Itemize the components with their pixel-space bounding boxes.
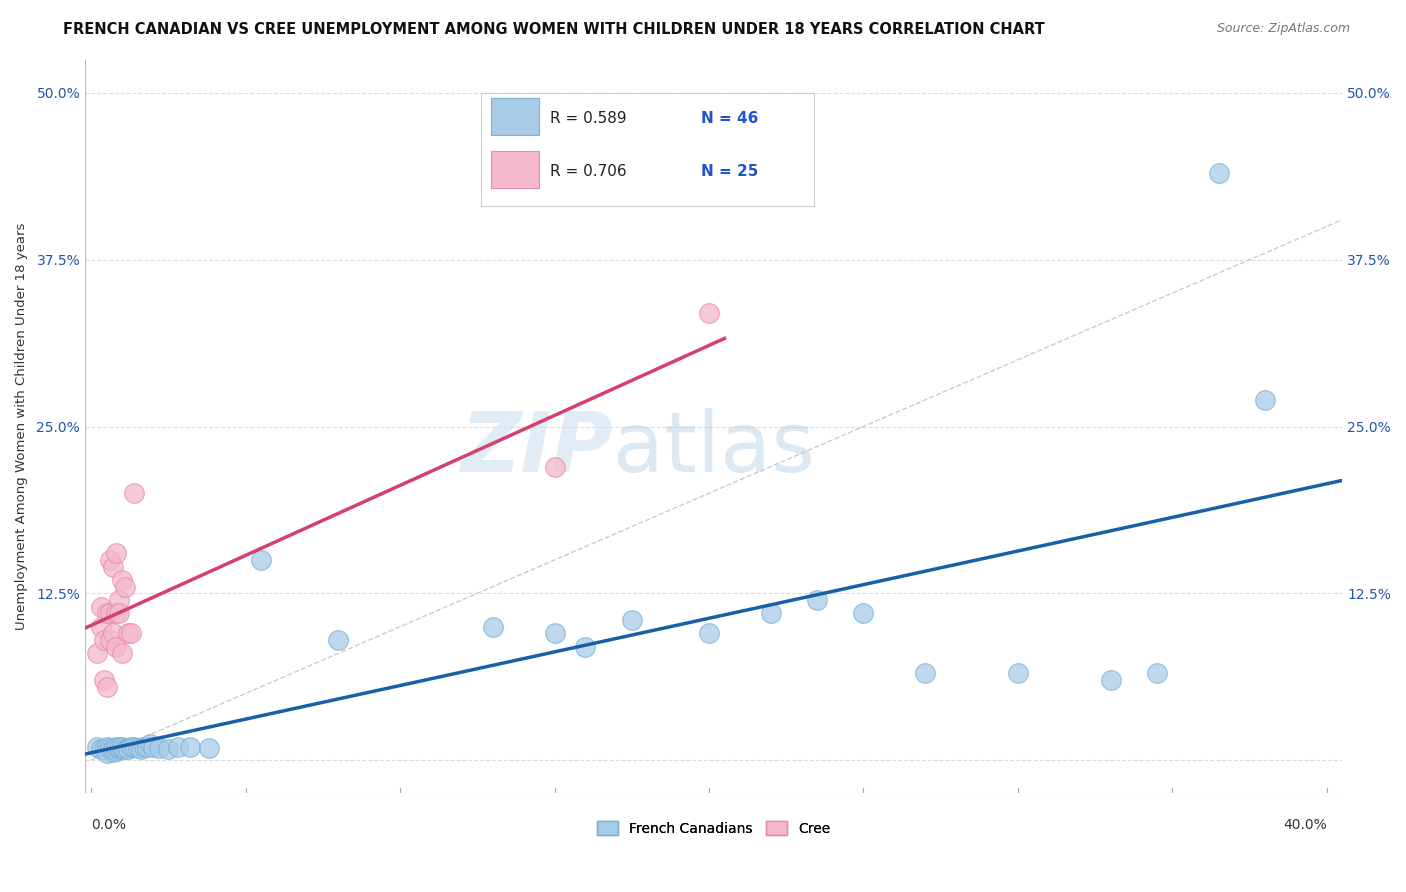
Point <box>124 486 146 500</box>
Point <box>96 739 118 754</box>
Point <box>1146 666 1168 681</box>
Point <box>111 573 134 587</box>
Point <box>759 607 782 621</box>
FancyBboxPatch shape <box>491 98 538 136</box>
Point <box>93 673 115 687</box>
Text: Source: ZipAtlas.com: Source: ZipAtlas.com <box>1216 22 1350 36</box>
Point <box>620 613 643 627</box>
Point <box>86 739 108 754</box>
Point <box>697 306 720 320</box>
Point <box>1007 666 1029 681</box>
Point <box>142 739 165 754</box>
Point <box>108 593 131 607</box>
Text: 40.0%: 40.0% <box>1284 818 1327 832</box>
Point <box>101 745 124 759</box>
Text: R = 0.589: R = 0.589 <box>550 111 627 126</box>
Point <box>89 619 111 633</box>
Point <box>1254 392 1277 407</box>
Text: ZIP: ZIP <box>461 408 613 489</box>
Point <box>98 741 121 756</box>
Point <box>93 632 115 647</box>
Point <box>482 619 505 633</box>
Point <box>148 741 170 756</box>
FancyBboxPatch shape <box>491 152 538 188</box>
Text: N = 25: N = 25 <box>702 164 758 179</box>
Point <box>250 553 273 567</box>
Point <box>89 742 111 756</box>
Point <box>98 553 121 567</box>
Legend: French Canadians, Cree: French Canadians, Cree <box>592 815 837 841</box>
Point <box>93 742 115 756</box>
Point <box>114 580 136 594</box>
Point <box>108 607 131 621</box>
Point <box>111 646 134 660</box>
Point <box>179 739 201 754</box>
Point <box>111 741 134 756</box>
Point <box>135 739 157 754</box>
Y-axis label: Unemployment Among Women with Children Under 18 years: Unemployment Among Women with Children U… <box>15 223 28 630</box>
Point <box>1099 673 1122 687</box>
Point <box>852 607 875 621</box>
Text: atlas: atlas <box>613 408 815 489</box>
Point <box>96 607 118 621</box>
Point <box>114 742 136 756</box>
Text: R = 0.706: R = 0.706 <box>550 164 627 179</box>
Point <box>127 741 149 756</box>
Point <box>129 742 152 756</box>
Text: FRENCH CANADIAN VS CREE UNEMPLOYMENT AMONG WOMEN WITH CHILDREN UNDER 18 YEARS CO: FRENCH CANADIAN VS CREE UNEMPLOYMENT AMO… <box>63 22 1045 37</box>
Point <box>101 742 124 756</box>
Point <box>111 739 134 754</box>
Point <box>104 640 127 654</box>
Point <box>98 632 121 647</box>
Point <box>117 742 139 756</box>
Point <box>86 646 108 660</box>
Point <box>574 640 596 654</box>
Point <box>139 737 162 751</box>
Point <box>98 607 121 621</box>
Point <box>89 599 111 614</box>
Point <box>132 739 155 754</box>
Point <box>117 626 139 640</box>
Point <box>104 739 127 754</box>
Point <box>104 744 127 758</box>
Point <box>157 742 180 756</box>
Point <box>104 607 127 621</box>
Point <box>101 559 124 574</box>
Point <box>117 741 139 756</box>
Point <box>120 626 142 640</box>
Point <box>543 626 565 640</box>
Point <box>543 459 565 474</box>
FancyBboxPatch shape <box>481 93 814 206</box>
Point <box>104 546 127 560</box>
Point <box>124 739 146 754</box>
Point <box>96 680 118 694</box>
Point <box>101 626 124 640</box>
Point <box>1208 166 1230 180</box>
Point <box>197 741 219 756</box>
Text: N = 46: N = 46 <box>702 111 758 126</box>
Point <box>96 747 118 761</box>
Point <box>914 666 936 681</box>
Point <box>166 739 188 754</box>
Point <box>108 742 131 756</box>
Point <box>108 739 131 754</box>
Point <box>120 739 142 754</box>
Point <box>328 632 350 647</box>
Point <box>806 593 828 607</box>
Text: 0.0%: 0.0% <box>91 818 127 832</box>
Point <box>697 626 720 640</box>
